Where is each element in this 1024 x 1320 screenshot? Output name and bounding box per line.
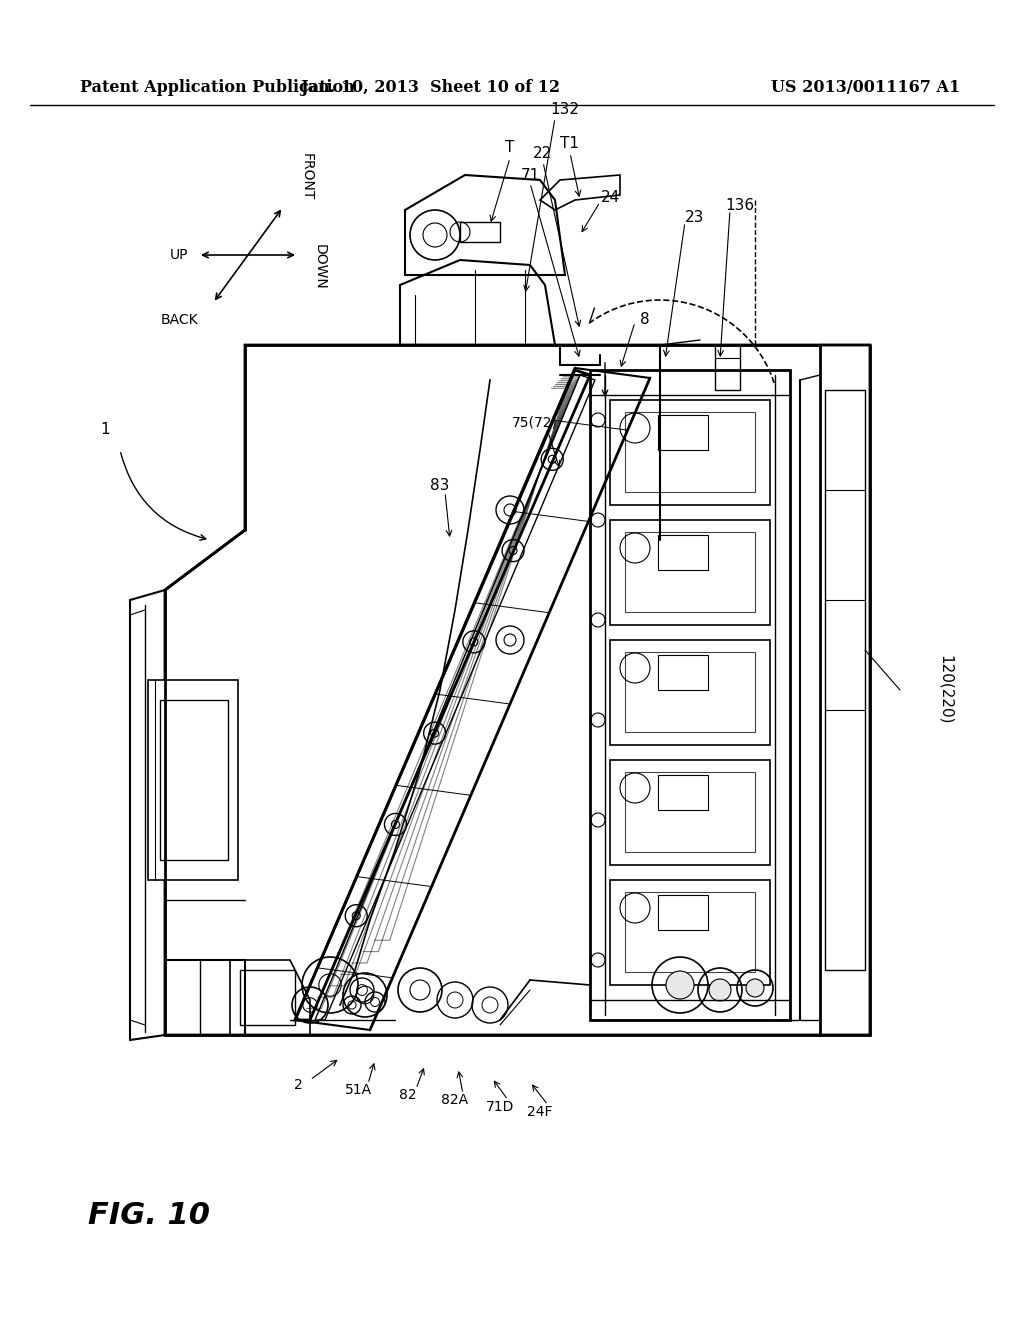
Text: FRONT: FRONT [300, 153, 314, 201]
Text: 24F: 24F [527, 1105, 553, 1119]
Bar [625, 892, 755, 972]
Text: US 2013/0011167 A1: US 2013/0011167 A1 [771, 79, 961, 96]
Text: 71D: 71D [485, 1100, 514, 1114]
Text: 82A: 82A [441, 1093, 469, 1107]
Text: UP: UP [170, 248, 188, 261]
Text: T1: T1 [560, 136, 580, 150]
Text: DOWN: DOWN [313, 244, 327, 290]
Bar [625, 532, 755, 612]
Bar [658, 414, 708, 450]
Text: 82: 82 [399, 1088, 417, 1102]
Bar [460, 222, 500, 242]
Text: 22: 22 [534, 145, 553, 161]
Bar [658, 775, 708, 810]
Text: 120(220): 120(220) [938, 655, 952, 725]
Text: 75(72): 75(72) [512, 414, 558, 429]
Text: 83: 83 [430, 478, 450, 492]
Text: 8: 8 [640, 313, 650, 327]
Bar [625, 652, 755, 733]
Bar [658, 535, 708, 570]
Bar [610, 520, 770, 624]
Bar [625, 412, 755, 492]
Bar [658, 895, 708, 931]
Text: 136: 136 [725, 198, 755, 213]
Text: 2: 2 [294, 1078, 302, 1092]
Text: 24: 24 [600, 190, 620, 206]
Text: 71: 71 [520, 168, 540, 182]
Circle shape [709, 979, 731, 1001]
Bar [148, 680, 238, 880]
Circle shape [746, 979, 764, 997]
Text: Patent Application Publication: Patent Application Publication [80, 79, 354, 96]
Bar [610, 760, 770, 865]
Text: 51A: 51A [344, 1082, 372, 1097]
Bar [825, 389, 865, 970]
Circle shape [666, 972, 694, 999]
Bar [610, 640, 770, 744]
Bar [160, 700, 228, 861]
Bar [610, 880, 770, 985]
Text: T: T [505, 140, 515, 156]
Bar [658, 655, 708, 690]
Bar [715, 345, 740, 389]
Bar [625, 772, 755, 851]
Text: BACK: BACK [161, 313, 198, 327]
Text: 23: 23 [685, 210, 705, 226]
Text: Jan. 10, 2013  Sheet 10 of 12: Jan. 10, 2013 Sheet 10 of 12 [300, 79, 560, 96]
Text: 1: 1 [100, 422, 110, 437]
Bar [240, 970, 295, 1026]
Bar [610, 400, 770, 506]
Text: 132: 132 [551, 103, 580, 117]
Text: FIG. 10: FIG. 10 [88, 1200, 210, 1229]
